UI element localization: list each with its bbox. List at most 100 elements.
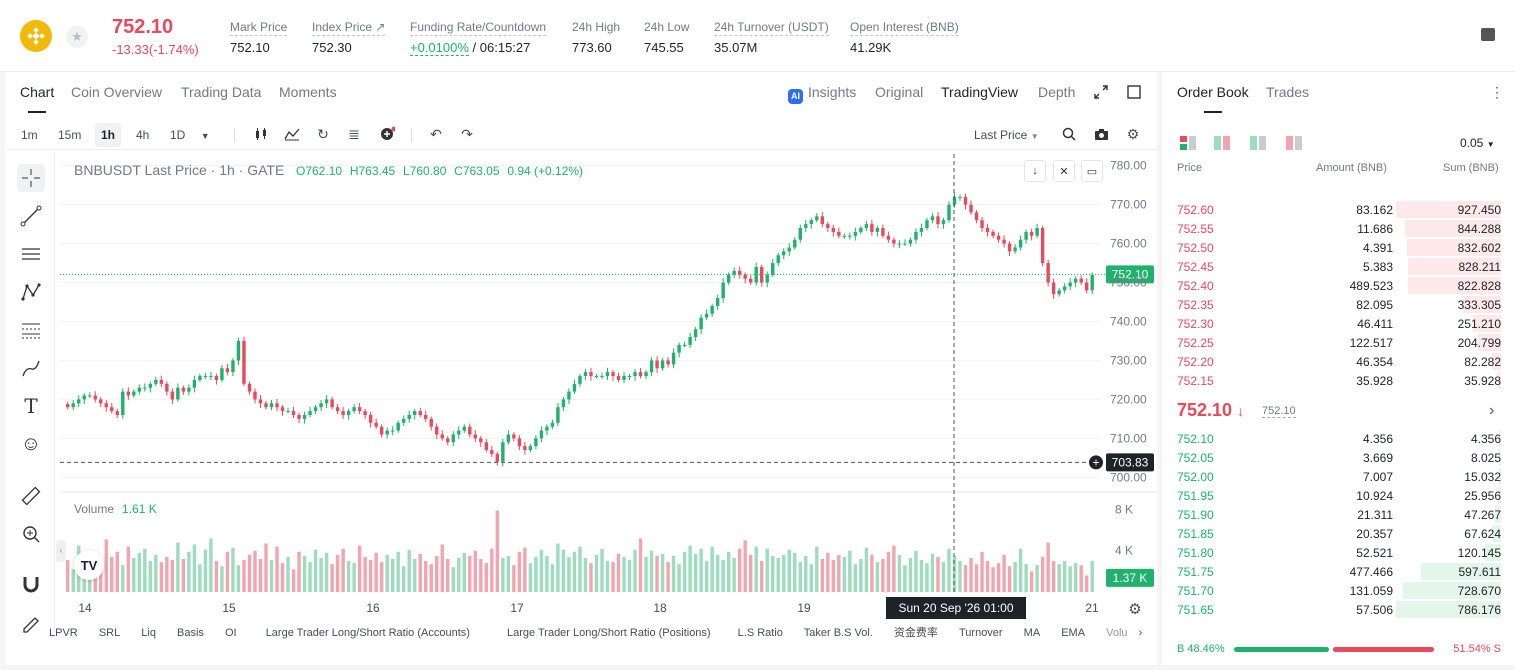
parallel-lines-icon[interactable] (17, 240, 45, 268)
tab-trading-data[interactable]: Trading Data (181, 84, 262, 100)
collapse-left-icon[interactable]: ‹ (56, 540, 66, 562)
indicator-lpvr[interactable]: LPVR (49, 627, 78, 639)
tab-moments[interactable]: Moments (279, 84, 337, 100)
ob-asks-view-icon[interactable] (1286, 136, 1302, 150)
view-depth[interactable]: Depth (1038, 84, 1076, 100)
trend-line-icon[interactable] (17, 202, 45, 230)
ask-row[interactable]: 752.55 11.686 844.288 (1162, 219, 1515, 238)
indicator-liq[interactable]: Liq (141, 627, 156, 639)
bid-row[interactable]: 751.70 131.059 728.670 (1162, 581, 1515, 600)
ask-row[interactable]: 752.20 46.354 82.282 (1162, 352, 1515, 371)
undo-icon[interactable]: ↶ (430, 125, 442, 142)
scroll-down-icon[interactable]: ↓ (1024, 160, 1046, 182)
candlestick-chart-svg[interactable]: 752.10 + 703.83 Sun 20 Sep '26 01:00 1.37 K ⚙… (60, 154, 1157, 634)
favorite-star-icon[interactable]: ★ (66, 26, 88, 48)
timeframe-15m[interactable]: 15m (58, 128, 82, 142)
ask-row[interactable]: 752.50 4.391 832.602 (1162, 238, 1515, 257)
insights-button[interactable]: AI Insights (788, 84, 856, 104)
tradingview-logo-icon[interactable]: TV (74, 550, 104, 580)
book-icon[interactable] (1481, 28, 1495, 41)
indicator-srl[interactable]: SRL (98, 627, 121, 639)
ask-row[interactable]: 752.15 35.928 35.928 (1162, 371, 1515, 390)
view-original[interactable]: Original (875, 84, 924, 100)
precision-select[interactable]: 0.05 ▼ (1460, 136, 1495, 150)
magnet-icon[interactable] (17, 570, 45, 598)
indicator-taker-vol[interactable]: Taker B.S Vol. (803, 627, 873, 639)
stat-label[interactable]: Index Price ↗ (312, 20, 386, 36)
price-chart[interactable]: 752.10 +703.83 Sun 20 Sep '26 01:00 1.37 K ⚙… (56, 154, 1157, 634)
zoom-in-icon[interactable] (17, 520, 45, 548)
mid-price[interactable]: 752.10 ↓ (1177, 400, 1244, 421)
indicator-volume[interactable]: Volu (1106, 627, 1128, 639)
indicator-ls-ratio[interactable]: L.S Ratio (737, 627, 783, 639)
tab-coin-overview[interactable]: Coin Overview (71, 84, 163, 100)
bid-row[interactable]: 752.05 3.669 8.025 (1162, 448, 1515, 467)
lock-drawings-icon[interactable] (17, 608, 45, 636)
timeframe-4h[interactable]: 4h (136, 128, 150, 142)
ob-split-view-icon[interactable] (1214, 136, 1230, 150)
price-source-select[interactable]: Last Price ▼ (974, 128, 1039, 142)
stat-label[interactable]: Open Interest (BNB) (850, 20, 959, 36)
collapse-icon[interactable]: ✕ (1053, 160, 1075, 182)
bid-row[interactable]: 751.85 20.357 67.624 (1162, 524, 1515, 543)
bid-row[interactable]: 751.65 57.506 786.176 (1162, 600, 1515, 619)
bid-row[interactable]: 751.95 10.924 25.956 (1162, 486, 1515, 505)
emoji-icon[interactable]: ☺ (20, 432, 42, 455)
replay-icon[interactable]: ↻ (317, 125, 329, 142)
window-icon[interactable] (1127, 85, 1141, 102)
ask-row[interactable]: 752.45 5.383 828.211 (1162, 257, 1515, 276)
search-icon[interactable] (1061, 126, 1077, 142)
funding-rate[interactable]: +0.0100% (410, 40, 469, 56)
ask-row[interactable]: 752.40 489.523 822.828 (1162, 276, 1515, 295)
redo-icon[interactable]: ↷ (461, 125, 473, 142)
fullscreen-icon[interactable]: ▭ (1081, 160, 1103, 182)
indicator-funding-rate[interactable]: 资金费率 (893, 627, 938, 639)
indicator-large-trader-accounts[interactable]: Large Trader Long/Short Ratio (Accounts) (265, 627, 470, 639)
ob-bids-view-icon[interactable] (1250, 136, 1266, 150)
tab-order-book[interactable]: Order Book (1177, 84, 1249, 113)
indicator-ema[interactable]: EMA (1061, 627, 1086, 639)
brush-icon[interactable] (17, 354, 45, 382)
mid-mark-price[interactable]: 752.10 (1262, 405, 1296, 418)
tab-chart[interactable]: Chart (20, 84, 55, 113)
camera-icon[interactable] (1093, 126, 1109, 142)
chevron-right-icon[interactable]: › (1489, 402, 1495, 419)
indicators-icon[interactable] (284, 126, 300, 142)
bid-row[interactable]: 751.75 477.466 597.611 (1162, 562, 1515, 581)
candles-icon[interactable] (253, 126, 269, 142)
timeframe-1d[interactable]: 1D ▼ (164, 123, 216, 147)
bid-row[interactable]: 752.10 4.356 4.356 (1162, 429, 1515, 448)
indicator-ma[interactable]: MA (1023, 627, 1041, 639)
text-tool-icon[interactable]: T (24, 394, 38, 418)
templates-icon[interactable]: ≣ (348, 125, 360, 142)
view-tradingview[interactable]: TradingView (941, 84, 1019, 100)
timeframe-1h[interactable]: 1h (95, 123, 122, 147)
stat-label[interactable]: Mark Price (230, 20, 288, 36)
fib-retracement-icon[interactable] (17, 316, 45, 344)
settings-gear-icon[interactable]: ⚙ (1126, 125, 1140, 142)
ruler-icon[interactable] (17, 482, 45, 510)
chevron-right-icon[interactable]: › (1138, 627, 1143, 639)
alert-add-icon[interactable] (379, 126, 395, 142)
pattern-icon[interactable] (17, 278, 45, 306)
more-menu-icon[interactable]: ⋮ (1490, 84, 1504, 100)
crosshair-icon[interactable] (17, 164, 45, 192)
indicator-turnover[interactable]: Turnover (958, 627, 1003, 639)
indicator-basis[interactable]: Basis (177, 627, 204, 639)
indicator-large-trader-positions[interactable]: Large Trader Long/Short Ratio (Positions… (506, 627, 711, 639)
expand-icon[interactable] (1094, 85, 1108, 102)
stat-label[interactable]: 24h Turnover (USDT) (714, 20, 829, 36)
timeframe-1m[interactable]: 1m (21, 128, 38, 142)
bid-row[interactable]: 751.90 21.311 47.267 (1162, 505, 1515, 524)
indicator-oi[interactable]: OI (225, 627, 237, 639)
ask-row[interactable]: 752.35 82.095 333.305 (1162, 295, 1515, 314)
bid-row[interactable]: 752.00 7.007 15.032 (1162, 467, 1515, 486)
price-cell: 752.55 (1177, 222, 1214, 236)
tab-trades[interactable]: Trades (1266, 84, 1310, 100)
bid-row[interactable]: 751.80 52.521 120.145 (1162, 543, 1515, 562)
ask-row[interactable]: 752.60 83.162 927.450 (1162, 200, 1515, 219)
stat-label[interactable]: Funding Rate/Countdown (410, 20, 547, 36)
ask-row[interactable]: 752.25 122.517 204.799 (1162, 333, 1515, 352)
ob-both-view-icon[interactable] (1180, 136, 1196, 150)
ask-row[interactable]: 752.30 46.411 251.210 (1162, 314, 1515, 333)
